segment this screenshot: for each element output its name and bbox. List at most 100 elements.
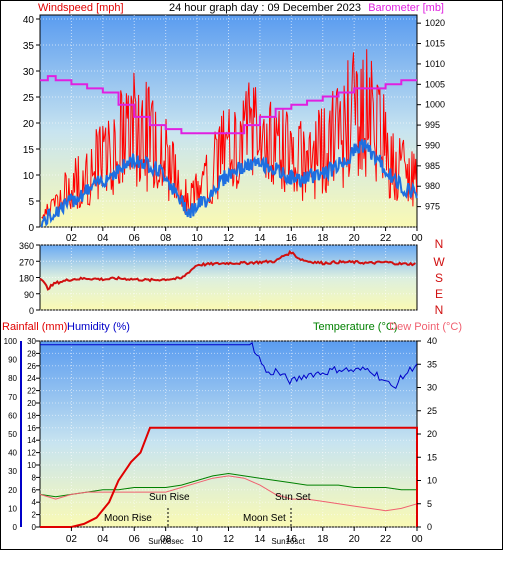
rainfall-tick-label: 12 — [27, 449, 36, 458]
x-tick-label: 16 — [286, 534, 298, 545]
x-tick-label: 20 — [349, 233, 361, 244]
x-tick-label: 02 — [66, 233, 78, 244]
humidity-tick-label: 40 — [8, 449, 17, 458]
graph-title: 24 hour graph day : 09 December 2023 — [169, 2, 361, 14]
direction-panel-series — [39, 249, 416, 291]
direction-letter-e: E — [435, 287, 443, 301]
temperature-tick-label: 40 — [427, 336, 437, 346]
direction-tick-label: 90 — [24, 290, 34, 300]
x-tick-label: 12 — [223, 534, 235, 545]
humidity-tick-label: 50 — [8, 430, 17, 439]
x-tick-label: 10 — [192, 534, 204, 545]
direction-tick-label: 180 — [19, 274, 34, 284]
x-tick-label: 04 — [97, 233, 109, 244]
windspeed-average-line — [40, 139, 418, 228]
temperature-tick-label: 20 — [427, 429, 437, 439]
direction-letter-n-top: N — [435, 237, 444, 251]
rainfall-tick-label: 0 — [32, 523, 37, 532]
humidity-tick-label: 20 — [8, 486, 17, 495]
barometer-tick-label: 1010 — [425, 59, 445, 69]
rain-panel-grid — [40, 340, 417, 528]
x-tick-label: 20 — [349, 534, 361, 545]
moon-set-label: Moon Set — [243, 513, 286, 524]
x-tick-label: 18 — [317, 233, 329, 244]
rain-panel-axes: 0246810121416182022242628300102030405060… — [4, 336, 437, 545]
windspeed-tick-label: 25 — [23, 93, 35, 104]
barometer-tick-label: 975 — [425, 202, 440, 212]
barometer-tick-label: 980 — [425, 181, 440, 191]
rainfall-tick-label: 4 — [32, 498, 37, 507]
direction-panel-axes: 0 90 180 270 360 — [19, 241, 40, 316]
rainfall-tick-label: 8 — [32, 473, 37, 482]
humidity-axis-title: Humidity (%) — [67, 321, 130, 333]
x-tick-label: 14 — [254, 233, 266, 244]
x-tick-label: 22 — [380, 534, 392, 545]
barometer-tick-label: 995 — [425, 120, 440, 130]
temperature-tick-label: 30 — [427, 383, 437, 393]
x-tick-label: 14 — [254, 534, 266, 545]
x-tick-label: 12 — [223, 233, 235, 244]
sun-set-time-label: Sun16sct — [271, 537, 305, 546]
x-tick-label: 00 — [411, 233, 423, 244]
humidity-tick-label: 80 — [8, 374, 17, 383]
rainfall-tick-label: 2 — [32, 511, 37, 520]
sun-rise-label: Sun Rise — [149, 492, 190, 503]
barometer-tick-label: 1000 — [425, 100, 445, 110]
wind-panel-series — [40, 49, 418, 228]
rainfall-line — [40, 426, 418, 528]
rainfall-axis-title: Rainfall (mm) — [2, 321, 67, 333]
wind-panel-axes: 0510152025303540975980985990995100010051… — [23, 15, 445, 244]
humidity-tick-label: 70 — [8, 393, 17, 402]
rainfall-tick-label: 14 — [27, 436, 36, 445]
direction-tick-label: 360 — [19, 241, 34, 251]
rainfall-tick-label: 24 — [27, 374, 36, 383]
barometer-tick-label: 990 — [425, 140, 440, 150]
moon-rise-label: Moon Rise — [104, 513, 152, 524]
windspeed-tick-label: 35 — [23, 41, 35, 52]
temperature-tick-label: 10 — [427, 476, 437, 486]
temperature-tick-label: 0 — [427, 522, 432, 532]
windspeed-tick-label: 15 — [23, 145, 35, 156]
dewpoint-axis-title: Dew Point (°C) — [389, 321, 462, 333]
windspeed-tick-label: 30 — [23, 67, 35, 78]
x-tick-label: 08 — [160, 233, 172, 244]
humidity-tick-label: 10 — [8, 504, 17, 513]
temperature-tick-label: 15 — [427, 452, 437, 462]
x-tick-label: 06 — [129, 534, 141, 545]
barometer-tick-label: 1005 — [425, 79, 445, 89]
dewpoint-line — [39, 475, 418, 512]
temperature-line — [39, 472, 417, 498]
windspeed-tick-label: 0 — [28, 223, 34, 234]
rainfall-tick-label: 10 — [27, 461, 36, 470]
humidity-line — [40, 342, 418, 390]
rainfall-tick-label: 22 — [27, 387, 36, 396]
direction-panel-grid — [40, 244, 417, 311]
rain-panel-series — [39, 342, 418, 528]
x-tick-label: 04 — [97, 534, 109, 545]
windspeed-tick-label: 10 — [23, 171, 35, 182]
x-tick-label: 10 — [192, 233, 204, 244]
windspeed-axis-title: Windspeed [mph] — [38, 2, 124, 14]
x-tick-label: 02 — [66, 534, 78, 545]
temperature-tick-label: 5 — [427, 499, 432, 509]
barometer-tick-label: 985 — [425, 161, 440, 171]
rainfall-tick-label: 26 — [27, 362, 36, 371]
rainfall-tick-label: 28 — [27, 349, 36, 358]
temperature-tick-label: 25 — [427, 406, 437, 416]
x-tick-label: 00 — [411, 534, 423, 545]
windspeed-tick-label: 20 — [23, 119, 35, 130]
direction-tick-label: 270 — [19, 257, 34, 267]
x-tick-label: 18 — [317, 534, 329, 545]
humidity-tick-label: 60 — [8, 411, 17, 420]
barometer-line — [40, 75, 417, 135]
direction-letter-s: S — [435, 271, 443, 285]
humidity-tick-label: 100 — [4, 337, 18, 346]
humidity-tick-label: 90 — [8, 356, 17, 365]
rainfall-tick-label: 20 — [27, 399, 36, 408]
barometer-tick-label: 1015 — [425, 39, 445, 49]
wind-direction-line — [39, 249, 416, 291]
windspeed-tick-label: 5 — [28, 197, 34, 208]
humidity-tick-label: 0 — [13, 523, 18, 532]
x-tick-label: 16 — [286, 233, 298, 244]
